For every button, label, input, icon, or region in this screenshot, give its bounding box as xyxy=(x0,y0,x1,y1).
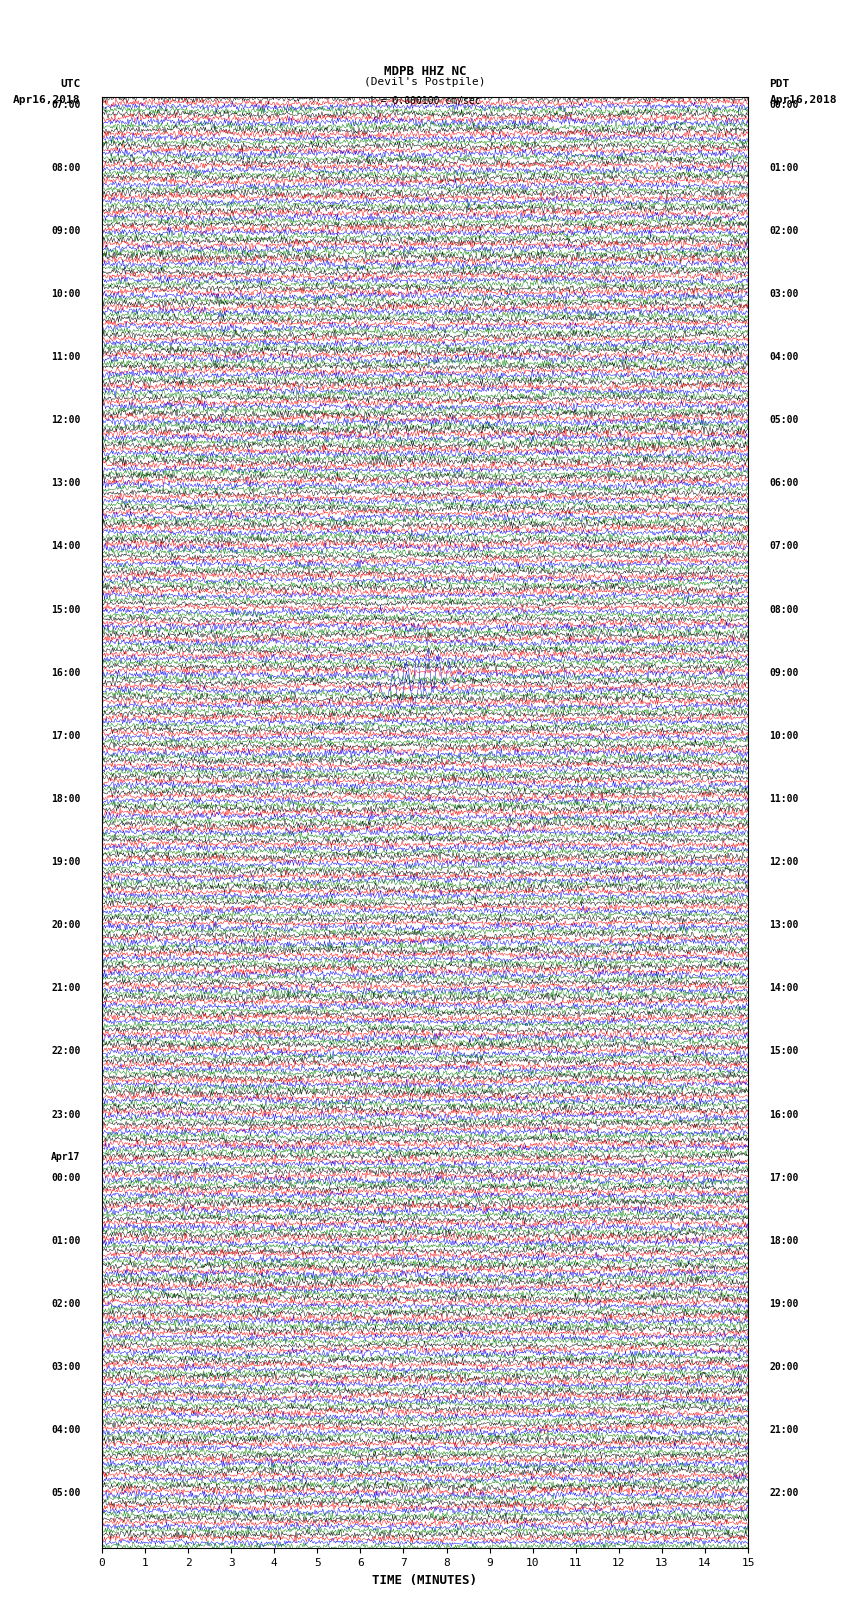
Text: 16:00: 16:00 xyxy=(51,668,81,677)
Text: 02:00: 02:00 xyxy=(769,226,799,235)
Text: | = 0.000100 cm/sec: | = 0.000100 cm/sec xyxy=(369,95,481,106)
Text: Apr16,2018: Apr16,2018 xyxy=(769,95,837,105)
Text: 21:00: 21:00 xyxy=(769,1426,799,1436)
Text: 19:00: 19:00 xyxy=(51,857,81,868)
Text: 18:00: 18:00 xyxy=(769,1236,799,1245)
Text: 22:00: 22:00 xyxy=(51,1047,81,1057)
Text: 14:00: 14:00 xyxy=(769,984,799,994)
Text: 01:00: 01:00 xyxy=(769,163,799,173)
Text: 05:00: 05:00 xyxy=(769,415,799,426)
Text: 12:00: 12:00 xyxy=(769,857,799,868)
Text: 04:00: 04:00 xyxy=(51,1426,81,1436)
Text: 00:00: 00:00 xyxy=(51,1173,81,1182)
Text: 17:00: 17:00 xyxy=(769,1173,799,1182)
Text: 13:00: 13:00 xyxy=(769,919,799,931)
X-axis label: TIME (MINUTES): TIME (MINUTES) xyxy=(372,1574,478,1587)
Text: Apr16,2018: Apr16,2018 xyxy=(13,95,81,105)
Text: (Devil's Postpile): (Devil's Postpile) xyxy=(365,77,485,87)
Text: 03:00: 03:00 xyxy=(769,289,799,298)
Text: 16:00: 16:00 xyxy=(769,1110,799,1119)
Text: Apr17: Apr17 xyxy=(51,1152,81,1161)
Text: 03:00: 03:00 xyxy=(51,1361,81,1373)
Text: 19:00: 19:00 xyxy=(769,1298,799,1308)
Text: 15:00: 15:00 xyxy=(51,605,81,615)
Text: 17:00: 17:00 xyxy=(51,731,81,740)
Text: 12:00: 12:00 xyxy=(51,415,81,426)
Text: 11:00: 11:00 xyxy=(769,794,799,803)
Text: 00:00: 00:00 xyxy=(769,100,799,110)
Text: 10:00: 10:00 xyxy=(769,731,799,740)
Text: 09:00: 09:00 xyxy=(769,668,799,677)
Text: 10:00: 10:00 xyxy=(51,289,81,298)
Text: 01:00: 01:00 xyxy=(51,1236,81,1245)
Text: 18:00: 18:00 xyxy=(51,794,81,803)
Text: 02:00: 02:00 xyxy=(51,1298,81,1308)
Text: 14:00: 14:00 xyxy=(51,542,81,552)
Text: 21:00: 21:00 xyxy=(51,984,81,994)
Text: 15:00: 15:00 xyxy=(769,1047,799,1057)
Text: UTC: UTC xyxy=(60,79,81,89)
Text: 20:00: 20:00 xyxy=(51,919,81,931)
Text: 08:00: 08:00 xyxy=(51,163,81,173)
Text: 08:00: 08:00 xyxy=(769,605,799,615)
Text: 04:00: 04:00 xyxy=(769,352,799,363)
Text: 13:00: 13:00 xyxy=(51,479,81,489)
Text: 20:00: 20:00 xyxy=(769,1361,799,1373)
Text: 05:00: 05:00 xyxy=(51,1489,81,1498)
Text: 11:00: 11:00 xyxy=(51,352,81,363)
Text: 07:00: 07:00 xyxy=(769,542,799,552)
Text: 22:00: 22:00 xyxy=(769,1489,799,1498)
Text: 07:00: 07:00 xyxy=(51,100,81,110)
Text: MDPB HHZ NC: MDPB HHZ NC xyxy=(383,65,467,77)
Text: 06:00: 06:00 xyxy=(769,479,799,489)
Text: 09:00: 09:00 xyxy=(51,226,81,235)
Text: PDT: PDT xyxy=(769,79,790,89)
Text: 23:00: 23:00 xyxy=(51,1110,81,1119)
